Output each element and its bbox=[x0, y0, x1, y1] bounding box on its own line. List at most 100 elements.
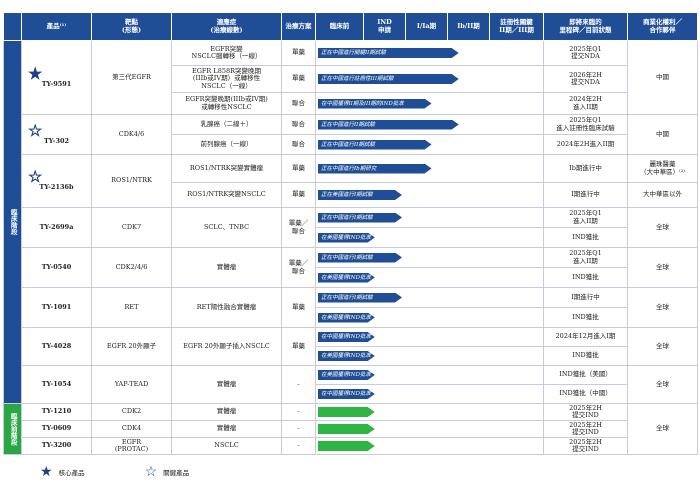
target-ty0609: CDK4 bbox=[91, 420, 172, 438]
progress-bar: 在美國獲得IND批准 bbox=[318, 351, 375, 361]
progress-cell: 正在中國進行I期試驗 bbox=[315, 287, 544, 308]
target-ty0540: CDK2/4/6 bbox=[91, 247, 172, 288]
legend-core: 核心產品 bbox=[58, 469, 85, 477]
progress-cell: 正在美國進行I期試驗 bbox=[315, 182, 544, 208]
regimen: 單藥 bbox=[281, 40, 316, 66]
stage-clinical: 臨床階段 bbox=[3, 40, 22, 404]
rights-ty1091: 全球 bbox=[627, 287, 698, 328]
milestone: 2025年2H 提交IND bbox=[543, 420, 628, 438]
milestone: IND獲批 bbox=[543, 346, 628, 366]
progress-bar: 正在中國進行II期試驗 bbox=[318, 140, 432, 150]
indication: ROS1/NTRK突變NSCLC bbox=[171, 182, 282, 208]
regimen: 單藥 bbox=[281, 287, 316, 328]
progress-cell: 在美國獲得IND批准 bbox=[315, 346, 544, 366]
regimen: 單藥／ 聯合 bbox=[281, 247, 316, 288]
rights-ty0540: 全球 bbox=[627, 247, 698, 288]
indication: EGFR L858R突變晚期 (IIIb或IV期）或轉移性 NSCLC（一線） bbox=[171, 65, 282, 93]
rights-ty1054: 全球 bbox=[627, 365, 698, 404]
milestone: 2024年2H進入II期 bbox=[543, 134, 628, 155]
regimen: 聯合 bbox=[281, 114, 316, 135]
target-ty4028: EGFR 20外顯子 bbox=[91, 327, 172, 366]
solid-star-icon: ★ bbox=[40, 464, 53, 480]
target-ty2699a: CDK7 bbox=[91, 207, 172, 248]
header-regimen: 治療方案 bbox=[281, 12, 316, 41]
progress-bar: 正在中國進行II期試驗 bbox=[318, 120, 459, 130]
target-ty302: CDK4/6 bbox=[91, 114, 172, 155]
milestone: 2024年2H 進入II期 bbox=[543, 92, 628, 115]
regimen: - bbox=[281, 437, 316, 455]
solid-star-icon: ★ bbox=[28, 63, 43, 83]
progress-cell: 正在中國進行II期試驗 bbox=[315, 134, 544, 155]
progress-bar: 在美國獲得IND批准 bbox=[318, 273, 375, 283]
header-blank bbox=[3, 12, 22, 41]
target-ty9591: 第三代EGFR bbox=[91, 40, 172, 115]
product-ty0540: TY-0540 bbox=[21, 247, 92, 288]
progress-bar: 在中國獲得II期及III期的IND批准 bbox=[318, 99, 432, 109]
product-ty2136b: ☆ TY-2136b bbox=[21, 154, 92, 208]
legend: ★ 核心產品 ☆ 關鍵產品 bbox=[40, 464, 249, 480]
progress-cell bbox=[315, 420, 544, 438]
progress-cell: 正在中國進行註冊性III期試驗 bbox=[315, 65, 544, 93]
header-milestone: 即將來臨的 里程碑／目前狀態 bbox=[543, 12, 628, 41]
cropped-caption bbox=[0, 0, 700, 12]
indication: EGFR突變晚期(IIIb或IV期) 或轉移性NSCLC bbox=[171, 92, 282, 115]
regimen: 聯合 bbox=[281, 92, 316, 115]
milestone: I期進行中 bbox=[543, 287, 628, 308]
regimen: 聯合 bbox=[281, 134, 316, 155]
indication: ROS1/NTRK突變實體瘤 bbox=[171, 154, 282, 183]
regimen: - bbox=[281, 420, 316, 438]
header-phase1b2: Ib/II期 bbox=[447, 12, 490, 41]
indication: EGFR突變 NSCLC腦轉移（一線） bbox=[171, 40, 282, 66]
rights-preclinical: 全球 bbox=[627, 403, 698, 455]
indication: 實體瘤 bbox=[171, 420, 282, 438]
product-name: TY-2136b bbox=[39, 183, 74, 192]
header-indication: 適應症 (治療線數) bbox=[171, 12, 282, 41]
legend-key: 關鍵產品 bbox=[163, 469, 190, 477]
header-preclinical: 臨床前 bbox=[315, 12, 364, 41]
progress-bar: 在美國獲得IND批准 bbox=[318, 233, 375, 243]
header-product: 產品⁽¹⁾ bbox=[21, 12, 92, 41]
progress-cell: 在中國獲得IND批准 bbox=[315, 327, 544, 347]
header-rights: 商業化權利／ 合作夥伴 bbox=[627, 12, 698, 41]
milestone: 2025年2H 提交IND bbox=[543, 403, 628, 421]
pipeline-table: 產品⁽¹⁾ 靶點 (形態) 適應症 (治療線數) 治療方案 臨床前 IND 申請… bbox=[3, 12, 698, 455]
progress-cell bbox=[315, 403, 544, 421]
header-ind: IND 申請 bbox=[363, 12, 406, 41]
milestone: IND獲批（中國） bbox=[543, 384, 628, 404]
progress-cell: 正在中國進行Ib期研究 bbox=[315, 154, 544, 183]
regimen: 單藥 bbox=[281, 65, 316, 93]
milestone: 2024年12月進入I期 bbox=[543, 327, 628, 347]
product-name: TY-302 bbox=[43, 136, 70, 145]
progress-bar: 正在美國進行I期試驗 bbox=[318, 190, 402, 200]
progress-cell: 在美國獲得IND批准 bbox=[315, 365, 544, 385]
milestone: IND獲批 bbox=[543, 307, 628, 328]
regimen: 單藥／ 聯合 bbox=[281, 207, 316, 248]
product-ty1210: TY-1210 bbox=[21, 403, 92, 421]
indication: 乳腺癌（二線＋） bbox=[171, 114, 282, 135]
product-ty9591: ★ TY-9591 bbox=[21, 40, 92, 115]
target-ty3200: EGFR (PROTAC) bbox=[91, 437, 172, 455]
regimen: - bbox=[281, 403, 316, 421]
progress-bar: 正在中國進行I期試驗 bbox=[318, 293, 402, 303]
progress-bar: 在美國獲得IND批准 bbox=[318, 370, 375, 380]
regimen: 單藥 bbox=[281, 327, 316, 366]
stage-preclinical: 臨床前階段 bbox=[3, 403, 22, 455]
regimen: - bbox=[281, 365, 316, 404]
progress-cell: 在中國獲得II期及III期的IND批准 bbox=[315, 92, 544, 115]
progress-bar: 正在中國進行Ib期研究 bbox=[318, 164, 432, 174]
indication: 前列腺癌（一線） bbox=[171, 134, 282, 155]
indication: SCLC、TNBC bbox=[171, 207, 282, 248]
progress-cell: 正在中國進行I期試驗 bbox=[315, 247, 544, 268]
indication: NSCLC bbox=[171, 437, 282, 455]
milestone: 2026年2H 提交NDA bbox=[543, 65, 628, 93]
progress-cell: 在美國獲得IND批准 bbox=[315, 307, 544, 328]
progress-bar: 正在中國進行註冊性III期試驗 bbox=[318, 74, 459, 84]
progress-bar: 正在中國進行關鍵II期試驗 bbox=[318, 48, 459, 58]
progress-cell: 在美國獲得IND批准 bbox=[315, 267, 544, 288]
product-ty1054: TY-1054 bbox=[21, 365, 92, 404]
target-ty1091: RET bbox=[91, 287, 172, 328]
progress-bar: 正在中國進行I期試驗 bbox=[318, 253, 402, 263]
progress-cell: 在中國獲得IND批准 bbox=[315, 384, 544, 404]
indication: 實體瘤 bbox=[171, 365, 282, 404]
milestone: IND獲批 bbox=[543, 267, 628, 288]
